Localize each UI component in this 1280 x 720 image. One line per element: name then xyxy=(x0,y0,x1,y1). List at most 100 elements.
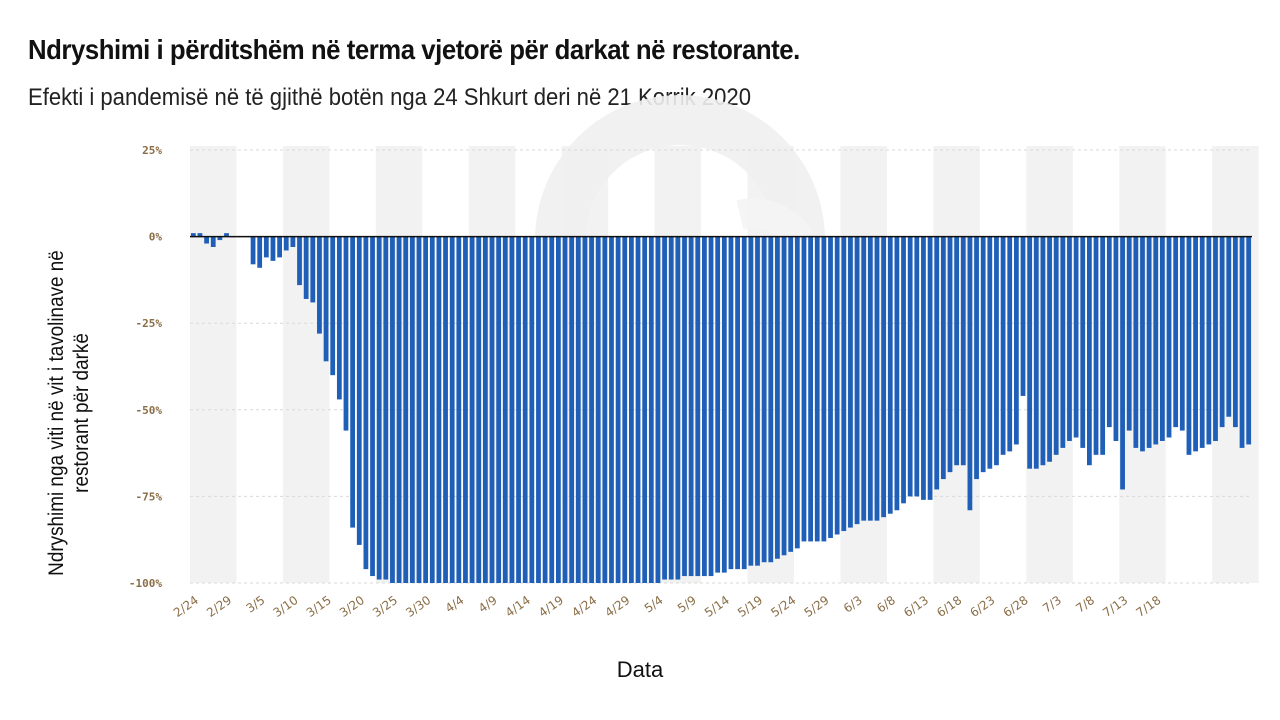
bar xyxy=(974,236,979,480)
bar xyxy=(1013,236,1019,445)
bar xyxy=(854,236,860,525)
bar xyxy=(947,236,953,473)
bar xyxy=(967,236,973,511)
bar xyxy=(794,236,800,549)
bar xyxy=(317,236,322,334)
y-tick-label: -75% xyxy=(136,490,163,503)
bar xyxy=(190,233,196,237)
x-tick-label: 6/23 xyxy=(967,593,997,620)
bar xyxy=(994,236,999,466)
bar xyxy=(383,236,389,580)
x-tick-label: 2/24 xyxy=(171,593,201,620)
bar xyxy=(1007,236,1013,452)
bar xyxy=(1093,236,1099,455)
bar xyxy=(376,236,382,580)
bar xyxy=(914,236,920,497)
bar xyxy=(735,236,740,570)
bar xyxy=(1140,236,1145,452)
bar xyxy=(655,236,661,583)
bar xyxy=(1113,236,1119,441)
bar xyxy=(336,236,342,400)
bar xyxy=(828,236,833,538)
bar xyxy=(403,236,409,583)
x-axis-label: Data xyxy=(616,657,664,682)
x-tick-label: 3/5 xyxy=(244,593,268,616)
bar xyxy=(1053,236,1059,455)
bar xyxy=(781,236,787,556)
bar xyxy=(1047,236,1052,462)
x-tick-label: 5/9 xyxy=(675,593,699,616)
bar xyxy=(960,236,966,466)
bar xyxy=(934,236,940,490)
bar xyxy=(629,236,634,583)
bar xyxy=(1213,236,1218,441)
bar xyxy=(310,236,316,303)
bar xyxy=(343,236,349,431)
bar xyxy=(1027,236,1033,469)
x-tick-label: 4/14 xyxy=(503,593,533,620)
x-tick-label: 2/29 xyxy=(204,593,234,620)
bar xyxy=(416,236,422,583)
bar xyxy=(642,236,648,583)
bar xyxy=(363,236,369,570)
bar xyxy=(848,236,853,528)
bar xyxy=(1067,236,1072,441)
bar xyxy=(881,236,887,518)
bar xyxy=(682,236,687,577)
y-tick-label: -25% xyxy=(136,317,163,330)
bar xyxy=(436,236,442,583)
bar xyxy=(303,236,309,299)
bars xyxy=(190,233,1252,583)
background-stripe xyxy=(282,146,330,583)
bar xyxy=(702,236,707,577)
bar xyxy=(834,236,840,535)
bar xyxy=(217,236,223,241)
bar xyxy=(1193,236,1198,452)
bar xyxy=(476,236,482,583)
x-tick-label: 7/18 xyxy=(1133,593,1163,620)
bar xyxy=(602,236,608,583)
bar xyxy=(469,236,475,583)
bar xyxy=(569,236,575,583)
bar xyxy=(224,233,229,237)
bar xyxy=(482,236,488,583)
bar xyxy=(536,236,541,583)
bar xyxy=(463,236,468,583)
bar xyxy=(1040,236,1046,466)
bar xyxy=(509,236,515,583)
bar xyxy=(443,236,448,583)
bar xyxy=(370,236,375,577)
x-tick-label: 3/25 xyxy=(370,593,400,620)
x-axis-ticks: 2/24 2/29 3/5 3/10 3/15 3/20 3/25 3/30 4/4 4/9 4/1… xyxy=(171,593,1164,620)
bar xyxy=(1179,236,1185,431)
bar xyxy=(1080,236,1086,448)
bar xyxy=(1100,236,1106,455)
x-tick-label: 5/4 xyxy=(642,593,666,616)
bar xyxy=(1033,236,1039,469)
y-tick-label: -50% xyxy=(136,404,163,417)
bar xyxy=(1153,236,1159,445)
bar xyxy=(721,236,727,573)
x-tick-label: 6/28 xyxy=(1001,593,1031,620)
bar xyxy=(1133,236,1139,448)
bar xyxy=(1239,236,1245,448)
bar xyxy=(1146,236,1152,448)
bar xyxy=(609,236,614,583)
bar xyxy=(1219,236,1225,428)
bar xyxy=(980,236,986,473)
bar xyxy=(1120,236,1125,490)
bar xyxy=(761,236,767,563)
bar xyxy=(808,236,813,542)
bar xyxy=(356,236,362,545)
bar xyxy=(429,236,435,583)
bar xyxy=(901,236,906,504)
bar xyxy=(297,236,302,286)
bar xyxy=(1073,236,1079,438)
bar xyxy=(695,236,701,577)
bar xyxy=(741,236,747,570)
bar xyxy=(502,236,508,583)
bar xyxy=(323,236,329,362)
bar xyxy=(277,236,282,258)
bar xyxy=(1086,236,1092,466)
